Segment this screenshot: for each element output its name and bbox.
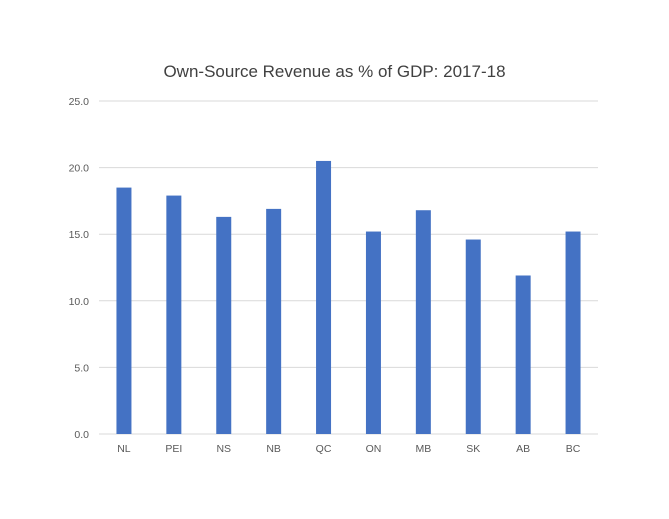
x-tick-label: PEI [165,443,182,455]
bar-mb [415,210,431,434]
bar-sk [465,239,481,434]
y-tick-label: 5.0 [74,362,89,374]
x-tick-label: NS [216,443,231,455]
bar-ns [216,216,232,434]
y-tick-label: 15.0 [69,229,90,241]
y-tick-label: 25.0 [69,96,90,108]
x-tick-label: AB [516,443,530,455]
gridlines [99,100,598,435]
y-tick-label: 10.0 [69,296,90,308]
y-axis-ticks: 0.0 5.0 10.0 15.0 20.0 25.0 [69,96,90,441]
x-tick-label: BC [566,443,581,455]
bar-bc [565,231,581,434]
y-tick-label: 20.0 [69,163,90,175]
x-tick-label: ON [366,443,382,455]
bar-on [365,231,381,434]
bar-ab [515,275,531,434]
x-tick-label: NB [266,443,281,455]
bars [116,160,581,434]
x-tick-label: MB [415,443,431,455]
x-tick-label: SK [466,443,480,455]
bar-qc [316,160,332,434]
y-tick-label: 0.0 [74,429,89,441]
bar-nb [266,208,282,434]
bar-pei [166,195,182,434]
x-tick-label: QC [316,443,332,455]
x-axis-ticks: NL PEI NS NB QC ON MB SK AB BC [117,443,581,455]
bar-nl [116,187,132,434]
chart-title: Own-Source Revenue as % of GDP: 2017-18 [163,62,506,81]
x-tick-label: NL [117,443,131,455]
